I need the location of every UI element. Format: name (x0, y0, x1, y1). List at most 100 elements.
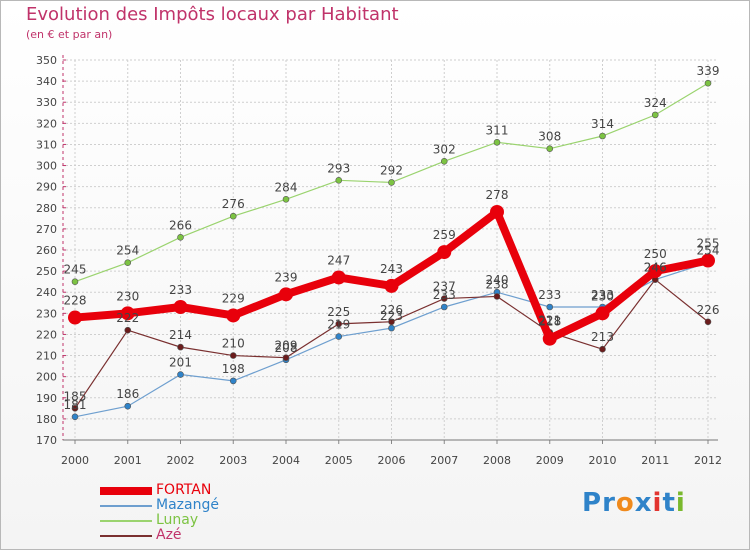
data-point-lunay (124, 259, 132, 266)
y-tick-label: 230 (36, 307, 57, 320)
data-label-mazange: 219 (327, 318, 350, 332)
data-label-mazange: 223 (380, 309, 403, 323)
data-label-lunay: 324 (644, 96, 667, 110)
legend-label-aze: Azé (156, 527, 182, 543)
legend-label-mazange: Mazangé (156, 497, 219, 513)
data-point-aze (177, 343, 184, 351)
x-tick-label: 2002 (167, 454, 195, 467)
data-label-mazange: 181 (64, 398, 87, 412)
data-point-fortan (279, 287, 293, 302)
y-tick-label: 290 (36, 181, 57, 194)
y-tick-label: 180 (36, 413, 57, 426)
data-label-lunay: 276 (222, 197, 245, 211)
data-point-fortan (648, 264, 663, 279)
y-tick-label: 310 (36, 138, 57, 151)
data-label-lunay: 302 (433, 142, 456, 156)
legend-label-fortan: FORTAN (156, 482, 212, 498)
y-tick-label: 350 (36, 54, 57, 67)
data-label-lunay: 292 (380, 163, 403, 177)
y-tick-label: 200 (36, 371, 57, 384)
legend-label-lunay: Lunay (156, 512, 199, 528)
data-point-lunay (282, 196, 290, 203)
data-label-lunay: 311 (486, 123, 509, 137)
data-label-mazange: 254 (697, 244, 720, 258)
data-point-lunay (599, 132, 606, 140)
logo-letter: P (582, 488, 603, 518)
data-label-aze: 225 (327, 305, 350, 319)
data-label-lunay: 308 (538, 130, 561, 144)
data-label-fortan: 230 (591, 289, 614, 303)
x-tick-label: 2001 (114, 454, 142, 467)
data-point-fortan (701, 253, 715, 268)
data-label-lunay: 293 (327, 161, 350, 175)
data-label-lunay: 339 (697, 64, 720, 78)
x-tick-label: 2011 (641, 454, 669, 467)
data-label-lunay: 314 (591, 117, 614, 131)
data-point-aze (229, 352, 237, 359)
data-point-aze (388, 318, 395, 326)
data-label-aze: 222 (116, 311, 139, 325)
legend-swatch-lunay (100, 519, 152, 522)
data-point-mazange (388, 324, 395, 332)
data-point-lunay (177, 234, 184, 241)
data-point-mazange (440, 303, 448, 311)
grid-layer (62, 59, 718, 441)
y-tick-label: 210 (36, 350, 57, 363)
legend-item-fortan: FORTAN (100, 483, 219, 498)
series-layer (68, 79, 715, 421)
y-tick-label: 300 (36, 160, 57, 173)
data-point-fortan (68, 310, 82, 325)
data-point-fortan (120, 306, 135, 321)
data-point-lunay (546, 145, 554, 152)
data-label-aze: 185 (64, 389, 87, 403)
label-layer: 228 230 2332292392472432592782182302502551… (64, 64, 720, 412)
data-label-aze: 210 (222, 337, 245, 351)
data-label-fortan: 239 (275, 270, 298, 284)
data-label-fortan: 255 (697, 237, 720, 251)
data-label-fortan: 278 (486, 188, 509, 202)
data-label-lunay: 266 (169, 218, 192, 232)
data-label-mazange: 233 (538, 288, 561, 302)
data-label-mazange: 246 (644, 261, 667, 275)
data-point-lunay (388, 179, 395, 186)
legend-swatch-mazange (100, 504, 152, 507)
data-point-mazange (71, 413, 79, 421)
legend: FORTAN Mazangé Lunay Azé (100, 483, 219, 543)
data-point-aze (124, 326, 132, 334)
y-tick-label: 220 (36, 328, 57, 341)
data-label-fortan: 233 (169, 283, 192, 297)
data-label-aze: 246 (644, 261, 667, 275)
data-label-mazange: 186 (116, 387, 139, 401)
x-tick-label: 2004 (272, 454, 300, 467)
legend-item-mazange: Mazangé (100, 498, 219, 513)
logo-letter: i (652, 488, 663, 518)
data-point-aze (493, 293, 501, 300)
data-label-fortan: 230 (116, 289, 139, 303)
logo-letter: r (602, 488, 616, 518)
data-label-fortan: 243 (380, 262, 403, 276)
data-label-mazange: 208 (275, 341, 298, 355)
data-label-fortan: 229 (222, 291, 245, 305)
data-point-mazange (229, 377, 237, 385)
data-label-aze: 209 (275, 339, 298, 353)
x-tick-label: 2006 (378, 454, 406, 467)
x-tick-label: 2008 (483, 454, 511, 467)
y-tick-label: 250 (36, 265, 57, 278)
y-tick-label: 330 (36, 96, 57, 109)
data-label-fortan: 247 (327, 253, 350, 267)
data-point-aze (335, 320, 343, 328)
data-point-lunay (704, 79, 712, 87)
data-label-aze: 213 (591, 330, 614, 344)
chart-title: Evolution des Impôts locaux par Habitant (26, 4, 399, 25)
data-label-aze: 214 (169, 328, 192, 342)
data-point-aze (704, 318, 712, 326)
data-point-fortan (437, 245, 452, 260)
x-tick-label: 2012 (694, 454, 722, 467)
data-point-fortan (384, 278, 399, 293)
data-point-mazange (546, 303, 554, 311)
data-point-fortan (173, 300, 188, 314)
x-tick-label: 2007 (430, 454, 458, 467)
data-point-fortan (595, 306, 610, 321)
